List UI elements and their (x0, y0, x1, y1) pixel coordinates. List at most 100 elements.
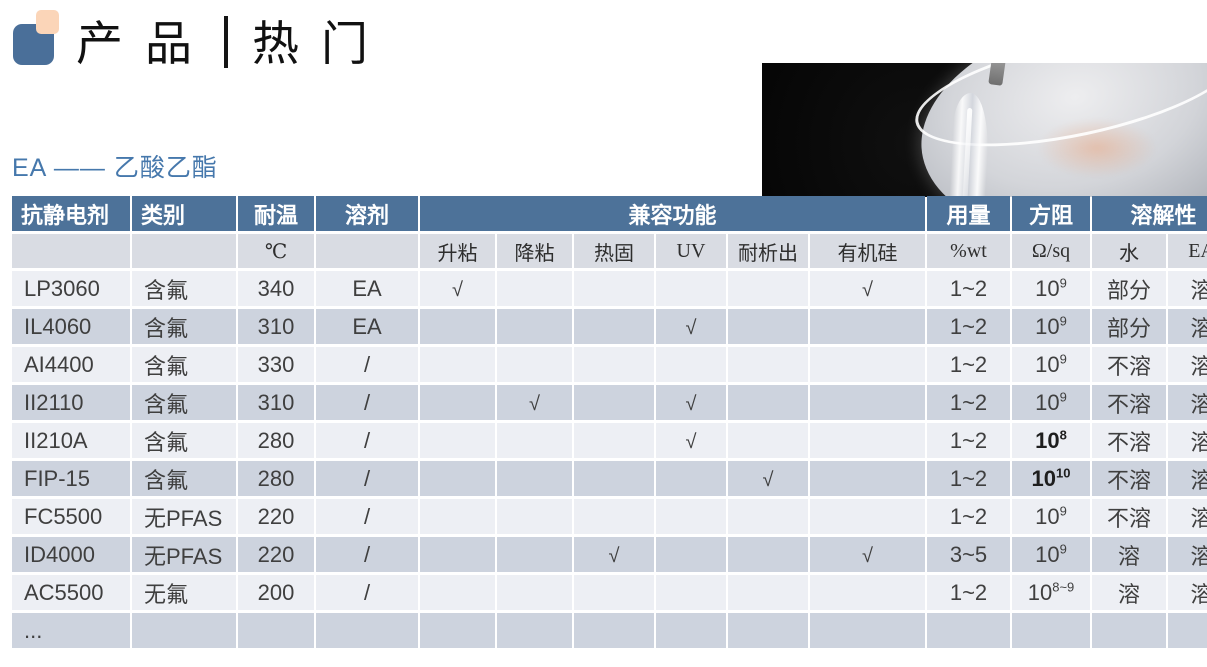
cell-temp: 200 (238, 575, 314, 610)
column-group-7: 溶解性 (1092, 196, 1207, 231)
cell-compat-uv (656, 271, 726, 306)
cell-compat-viscosity-down (497, 499, 572, 534)
check-mark: √ (452, 278, 463, 301)
cell-temp: 280 (238, 461, 314, 496)
unit-cell-12: 水 (1092, 234, 1167, 268)
cell-compat-uv (656, 347, 726, 382)
table-row: IL4060 含氟 310 EA √ 1~2 109 部分溶 (12, 309, 1207, 344)
cell-compat-bleed-resist (728, 309, 808, 344)
cell-category: 含氟 (132, 385, 236, 420)
cell-compat-viscosity-up (420, 613, 495, 648)
cell-compat-silicone (810, 423, 926, 458)
column-group-2: 耐温 (238, 196, 314, 231)
cell-compat-thermoset (574, 423, 654, 458)
cell-compat-thermoset (574, 271, 654, 306)
cell-product-name: IL4060 (12, 309, 130, 344)
cell-compat-bleed-resist (728, 347, 808, 382)
cell-category: 含氟 (132, 309, 236, 344)
cell-compat-bleed-resist (728, 385, 808, 420)
cell-water-solubility: 不溶 (1092, 385, 1167, 420)
cell-compat-uv (656, 499, 726, 534)
cell-compat-viscosity-down (497, 461, 572, 496)
cell-solvent (316, 613, 418, 648)
cell-compat-bleed-resist (728, 613, 808, 648)
cell-compat-uv (656, 575, 726, 610)
cell-compat-viscosity-down (497, 271, 572, 306)
unit-cell-6: 热固 (574, 234, 654, 268)
unit-cell-9: 有机硅 (810, 234, 926, 268)
cell-compat-thermoset (574, 575, 654, 610)
cell-compat-silicone (810, 461, 926, 496)
column-group-3: 溶剂 (316, 196, 418, 231)
logo-peach-square (36, 10, 59, 34)
cell-resistance (1012, 613, 1091, 648)
column-group-5: 用量 (927, 196, 1011, 231)
cell-ea-solubility: 溶 (1168, 271, 1207, 306)
cell-solvent: / (316, 499, 418, 534)
cell-compat-uv: √ (656, 385, 726, 420)
cell-compat-viscosity-up (420, 385, 495, 420)
cell-compat-silicone (810, 613, 926, 648)
cell-compat-viscosity-up (420, 423, 495, 458)
unit-cell-11: Ω/sq (1012, 234, 1091, 268)
column-group-1: 类别 (132, 196, 236, 231)
cell-water-solubility: 不溶 (1092, 461, 1167, 496)
cell-temp (238, 613, 314, 648)
cell-temp: 280 (238, 423, 314, 458)
table-row: ... (12, 613, 1207, 648)
table-row: II210A 含氟 280/ √ 1~2 108 不溶溶 (12, 423, 1207, 458)
cell-compat-uv (656, 461, 726, 496)
table-body: LP3060 含氟 340 EA √ √ 1~2 109 部分溶 IL4060 含氟 310 EA √ 1~… (12, 271, 1207, 648)
cell-water-solubility: 不溶 (1092, 423, 1167, 458)
unit-cell-13: EA (1168, 234, 1207, 268)
cell-compat-viscosity-up (420, 575, 495, 610)
cell-compat-viscosity-up (420, 309, 495, 344)
cell-compat-bleed-resist (728, 537, 808, 572)
cell-solvent: / (316, 347, 418, 382)
cell-solvent: / (316, 461, 418, 496)
cell-temp: 310 (238, 385, 314, 420)
column-group-0: 抗静电剂 (12, 196, 130, 231)
cell-product-name: ID4000 (12, 537, 130, 572)
cell-compat-bleed-resist (728, 271, 808, 306)
cell-ea-solubility: 溶 (1168, 499, 1207, 534)
section-subtitle: EA —— 乙酸乙酯 (12, 154, 218, 182)
cell-compat-uv: √ (656, 423, 726, 458)
table-row: LP3060 含氟 340 EA √ √ 1~2 109 部分溶 (12, 271, 1207, 306)
cell-compat-thermoset (574, 347, 654, 382)
cell-dosage (927, 613, 1011, 648)
cell-dosage: 1~2 (927, 423, 1011, 458)
cell-solvent: / (316, 575, 418, 610)
cell-resistance: 109 (1012, 385, 1091, 420)
table-row: FIP-15 含氟 280/ √ 1~2 1010 不溶溶 (12, 461, 1207, 496)
cell-compat-bleed-resist (728, 499, 808, 534)
check-mark: √ (529, 392, 540, 415)
cell-dosage: 1~2 (927, 385, 1011, 420)
cell-compat-silicone (810, 385, 926, 420)
cell-water-solubility: 溶 (1092, 537, 1167, 572)
cell-ea-solubility: 溶 (1168, 309, 1207, 344)
check-mark: √ (608, 544, 620, 567)
cup-tint (1037, 118, 1157, 178)
product-table: 抗静电剂 类别 耐温 溶剂 兼容功能 用量 方阻 溶解性 ℃ 升粘 降粘 热固 UV 耐析出 有机硅 %wt… (10, 193, 1207, 651)
cell-compat-thermoset (574, 499, 654, 534)
cell-compat-silicone: √ (810, 271, 926, 306)
cell-compat-thermoset (574, 461, 654, 496)
cell-solvent: / (316, 537, 418, 572)
cell-compat-viscosity-up (420, 499, 495, 534)
cell-product-name: ... (12, 613, 130, 648)
logo-blue-square (13, 10, 59, 65)
cell-temp: 220 (238, 537, 314, 572)
cell-category: 无PFAS (132, 499, 236, 534)
cell-resistance: 109 (1012, 347, 1091, 382)
cell-solvent: EA (316, 309, 418, 344)
cell-compat-silicone (810, 575, 926, 610)
cell-compat-bleed-resist: √ (728, 461, 808, 496)
check-mark: √ (685, 430, 697, 453)
cell-solvent: / (316, 423, 418, 458)
cell-product-name: LP3060 (12, 271, 130, 306)
table-row: FC5500 无PFAS 220/ 1~2 109 不溶溶 (12, 499, 1207, 534)
column-group-4: 兼容功能 (420, 196, 926, 231)
cell-product-name: II210A (12, 423, 130, 458)
